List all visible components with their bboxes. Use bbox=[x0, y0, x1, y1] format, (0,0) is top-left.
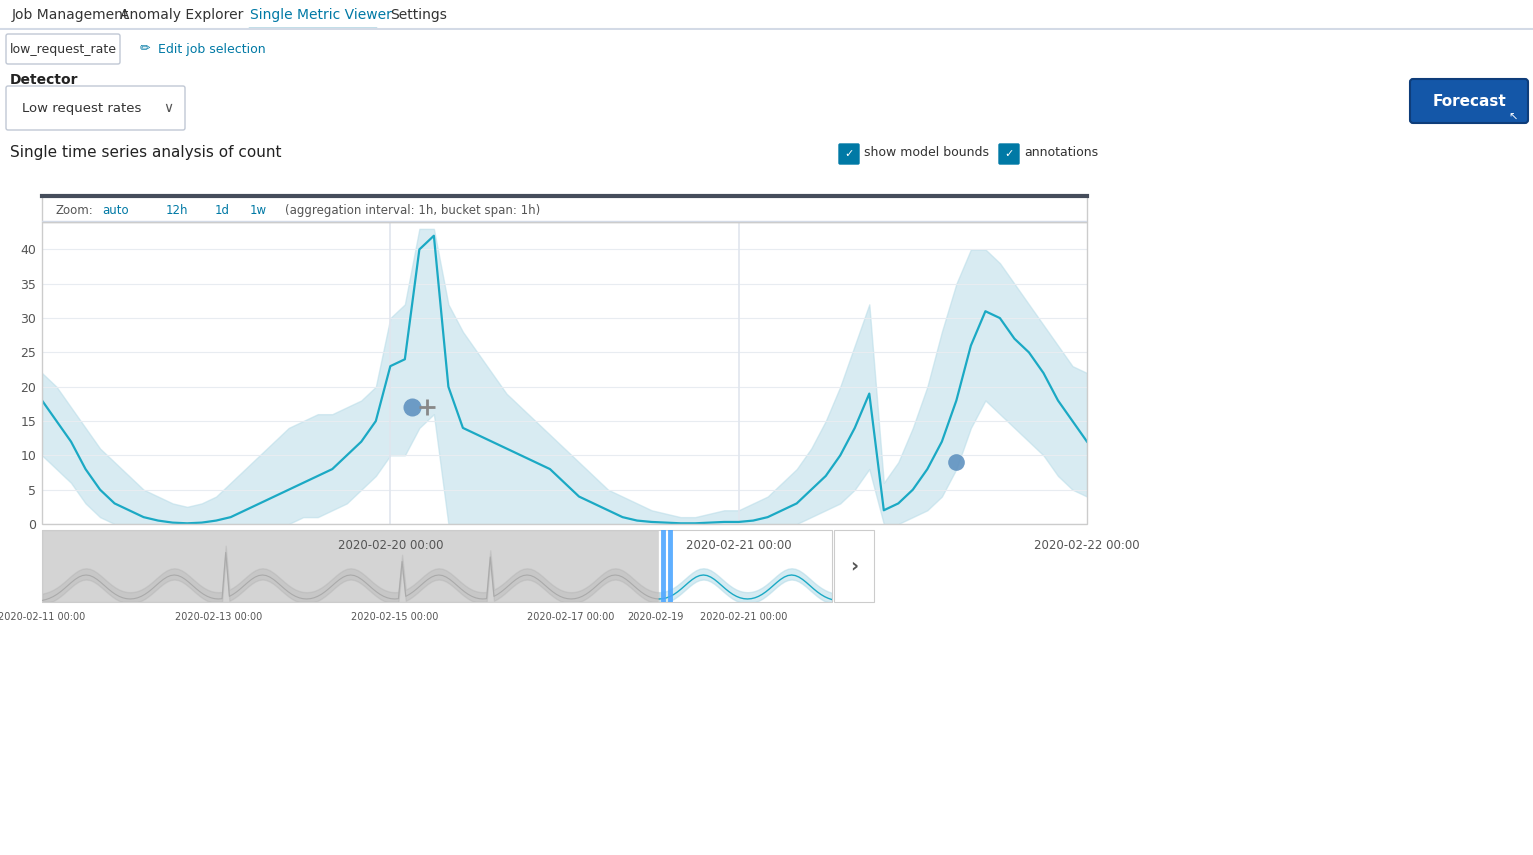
Text: 12h: 12h bbox=[166, 203, 189, 217]
Text: 2020-02-20 00:00: 2020-02-20 00:00 bbox=[337, 540, 443, 552]
Text: 1d: 1d bbox=[215, 203, 230, 217]
Text: show model bounds: show model bounds bbox=[865, 146, 989, 160]
Text: 2020-02-15 00:00: 2020-02-15 00:00 bbox=[351, 612, 438, 622]
Text: 2020-02-21 00:00: 2020-02-21 00:00 bbox=[685, 540, 791, 552]
Text: annotations: annotations bbox=[1024, 146, 1098, 160]
Text: 2020-02-22 00:00: 2020-02-22 00:00 bbox=[1035, 540, 1141, 552]
Text: ✓: ✓ bbox=[845, 149, 854, 159]
Text: Low request rates: Low request rates bbox=[21, 102, 141, 115]
Text: Detector: Detector bbox=[11, 73, 78, 87]
Text: 2020-02-13 00:00: 2020-02-13 00:00 bbox=[175, 612, 262, 622]
Text: Settings: Settings bbox=[389, 8, 448, 22]
Text: ›: › bbox=[849, 557, 858, 575]
Text: 2020-02-17 00:00: 2020-02-17 00:00 bbox=[527, 612, 615, 622]
Text: Single Metric Viewer: Single Metric Viewer bbox=[250, 8, 392, 22]
FancyBboxPatch shape bbox=[6, 34, 120, 64]
Text: ↖: ↖ bbox=[1508, 113, 1518, 123]
FancyBboxPatch shape bbox=[6, 86, 185, 130]
Text: Single time series analysis of count: Single time series analysis of count bbox=[11, 145, 282, 161]
Bar bbox=[41, 530, 832, 602]
Text: 2020-02-19: 2020-02-19 bbox=[627, 612, 684, 622]
Text: ✏: ✏ bbox=[140, 43, 150, 56]
Text: auto: auto bbox=[103, 203, 129, 217]
Text: Anomaly Explorer: Anomaly Explorer bbox=[120, 8, 244, 22]
Bar bbox=[659, 530, 832, 602]
FancyBboxPatch shape bbox=[1410, 79, 1528, 123]
Text: ✓: ✓ bbox=[1004, 149, 1013, 159]
Text: Zoom:: Zoom: bbox=[55, 203, 94, 217]
Text: 1w: 1w bbox=[250, 203, 267, 217]
Text: 2020-02-21 00:00: 2020-02-21 00:00 bbox=[701, 612, 788, 622]
Text: low_request_rate: low_request_rate bbox=[9, 43, 117, 56]
Text: Edit job selection: Edit job selection bbox=[158, 43, 265, 56]
Text: Forecast: Forecast bbox=[1432, 93, 1505, 109]
Text: 2020-02-11 00:00: 2020-02-11 00:00 bbox=[0, 612, 86, 622]
FancyBboxPatch shape bbox=[1000, 144, 1019, 164]
Text: ∨: ∨ bbox=[162, 101, 173, 115]
Text: Job Management: Job Management bbox=[12, 8, 129, 22]
FancyBboxPatch shape bbox=[839, 144, 858, 164]
Text: (aggregation interval: 1h, bucket span: 1h): (aggregation interval: 1h, bucket span: … bbox=[285, 203, 541, 217]
Bar bbox=[41, 530, 659, 602]
